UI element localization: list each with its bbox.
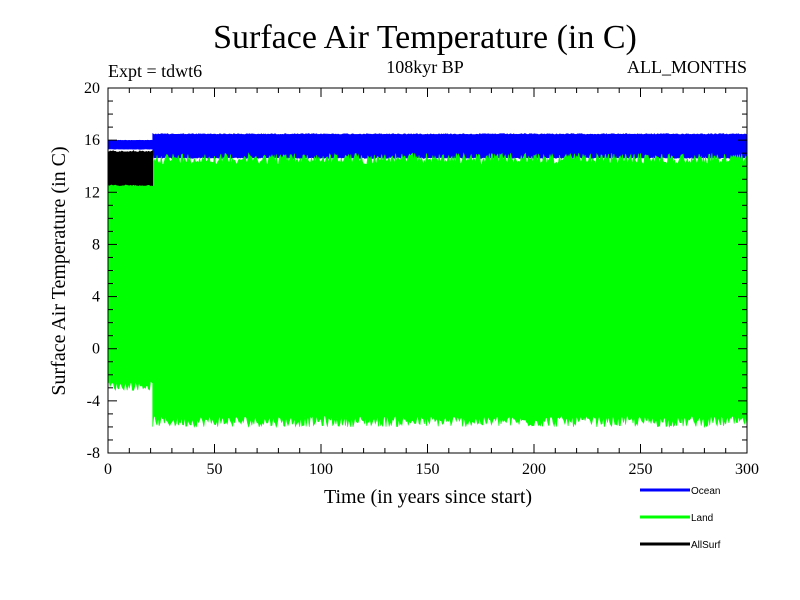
y-tick-label: 8 [92, 236, 100, 253]
x-axis-label: Time (in years since start) [324, 486, 532, 508]
y-tick-label: -4 [87, 393, 100, 410]
x-tick-label: 200 [522, 461, 546, 478]
y-tick-label: 16 [84, 132, 100, 149]
x-tick-label: 150 [416, 461, 440, 478]
y-axis-label: Surface Air Temperature (in C) [48, 146, 70, 395]
series-land-band-0 [107, 159, 153, 391]
x-tick-label: 100 [309, 461, 333, 478]
subtitle-experiment: Expt = tdwt6 [108, 61, 202, 81]
chart-title: Surface Air Temperature (in C) [213, 19, 637, 56]
legend-label-allsurf: AllSurf [691, 540, 721, 551]
x-tick-label: 50 [207, 461, 223, 478]
series-ocean-band-0 [107, 139, 153, 150]
x-tick-label: 250 [629, 461, 653, 478]
legend-label-ocean: Ocean [691, 486, 720, 497]
y-tick-label: 0 [92, 341, 100, 358]
legend: Ocean Land AllSurf [640, 486, 721, 551]
y-tick-label: 12 [84, 184, 100, 201]
legend-label-land: Land [691, 513, 713, 524]
plot-axes: 0 50 100 150 200 250 300 -8 -4 0 4 8 12 16 20 [84, 80, 759, 478]
series-land-band-1 [152, 152, 748, 429]
subtitle-period: 108kyr BP [386, 57, 464, 77]
series-ocean-band-1 [152, 133, 748, 159]
x-tick-label: 0 [104, 461, 112, 478]
plot-series [107, 133, 748, 429]
y-tick-label: -8 [87, 445, 100, 462]
y-tick-label: 4 [92, 289, 100, 306]
series-allsurf-band-0 [107, 150, 153, 187]
y-tick-label: 20 [84, 80, 100, 97]
subtitle-months: ALL_MONTHS [627, 57, 747, 77]
x-tick-label: 300 [735, 461, 759, 478]
